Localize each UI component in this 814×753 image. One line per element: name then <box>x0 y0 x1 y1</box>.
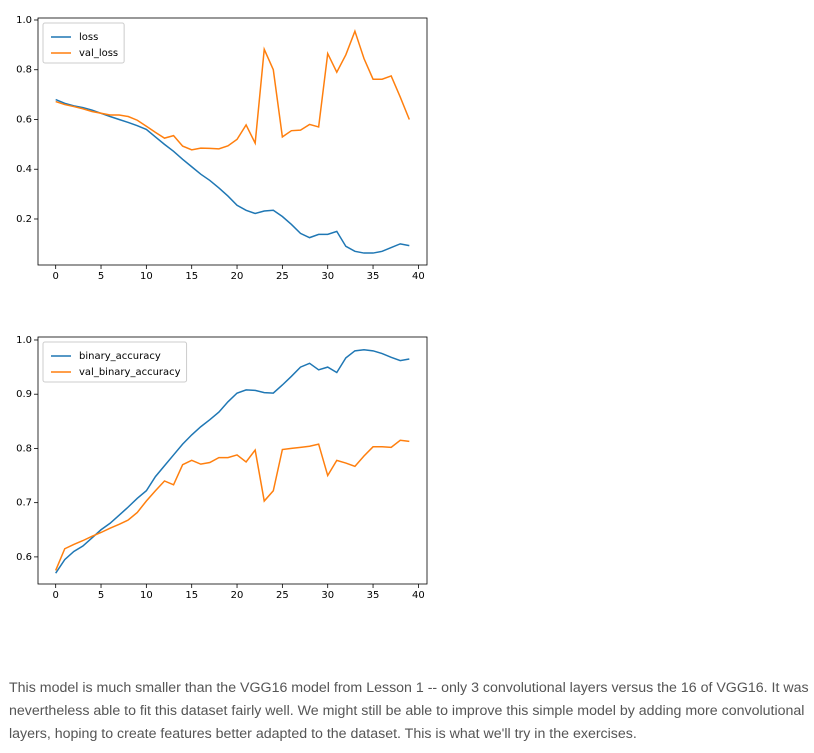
x-tick-label: 15 <box>185 271 198 282</box>
x-tick-label: 10 <box>140 271 153 282</box>
legend-label: val_binary_accuracy <box>79 367 181 378</box>
legend-label: val_loss <box>79 48 118 59</box>
series-line <box>55 98 410 254</box>
x-tick-label: 10 <box>140 590 153 601</box>
x-tick-label: 15 <box>185 590 198 601</box>
x-tick-label: 20 <box>231 271 244 282</box>
x-tick-label: 40 <box>412 271 425 282</box>
y-tick-label: 0.6 <box>16 114 32 125</box>
x-tick-label: 30 <box>321 590 334 601</box>
y-tick-label: 0.7 <box>16 498 32 509</box>
series-line <box>55 28 411 151</box>
legend: binary_accuracy val_binary_accuracy <box>42 341 188 383</box>
y-tick-label: 0.4 <box>16 164 32 175</box>
series-line <box>54 439 410 571</box>
x-tick-label: 0 <box>52 271 58 282</box>
legend: loss val_loss <box>42 22 125 64</box>
paragraph: This model is much smaller than the VGG1… <box>9 680 809 742</box>
y-tick-label: 0.8 <box>16 65 32 76</box>
y-tick-label: 1.0 <box>16 335 32 346</box>
x-tick-label: 20 <box>231 590 244 601</box>
axes-frame <box>37 17 428 266</box>
series-line <box>55 348 410 574</box>
legend-frame <box>42 341 188 383</box>
x-tick-label: 25 <box>276 590 289 601</box>
x-tick-label: 25 <box>276 271 289 282</box>
legend-label: binary_accuracy <box>79 351 161 362</box>
x-tick-label: 5 <box>98 271 104 282</box>
x-tick-label: 35 <box>367 271 380 282</box>
x-tick-label: 35 <box>367 590 380 601</box>
x-tick-label: 5 <box>98 590 104 601</box>
axes-frame <box>37 336 428 585</box>
y-tick-label: 0.6 <box>16 552 32 563</box>
x-tick-label: 40 <box>412 590 425 601</box>
y-tick-label: 0.8 <box>16 443 32 454</box>
x-tick-label: 30 <box>321 271 334 282</box>
y-tick-label: 0.9 <box>16 389 32 400</box>
chart: 0.6 0.7 0.8 0.9 1.0 0 5 10 15 20 25 30 35 40 binary_ac… <box>16 335 428 601</box>
charts: 0.2 0.4 0.6 0.8 1.0 0 5 10 15 20 25 30 35 40 loss val_l… <box>16 15 428 601</box>
x-tick-label: 0 <box>52 590 58 601</box>
legend-label: loss <box>79 32 98 43</box>
y-tick-label: 1.0 <box>16 15 32 26</box>
chart: 0.2 0.4 0.6 0.8 1.0 0 5 10 15 20 25 30 35 40 loss val_l… <box>16 15 428 282</box>
y-tick-label: 0.2 <box>16 214 32 225</box>
